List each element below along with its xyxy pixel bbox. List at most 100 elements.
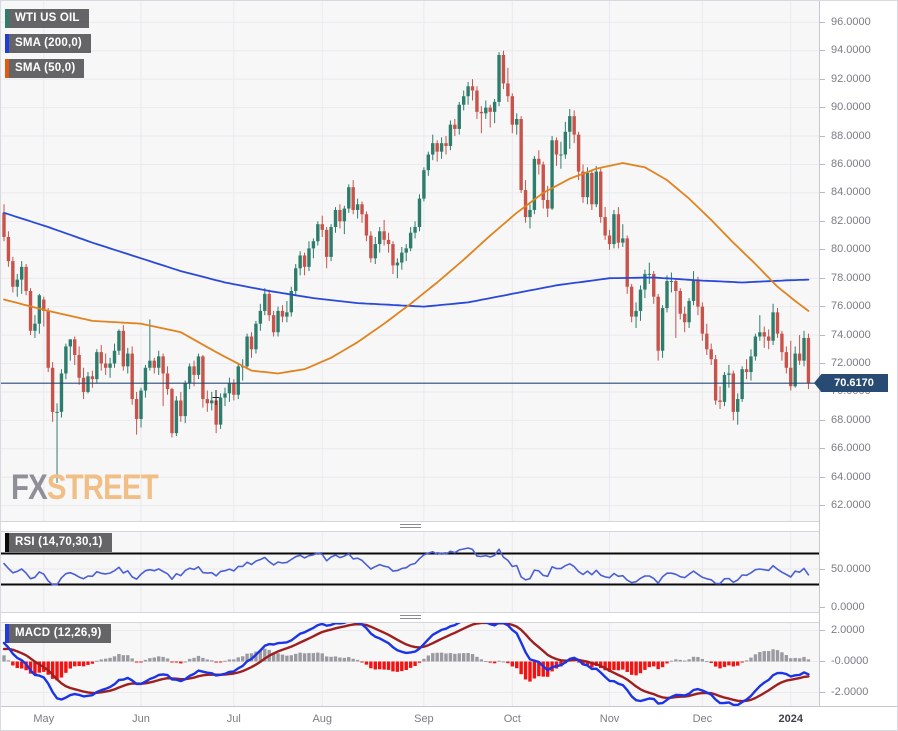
candle xyxy=(559,154,563,156)
candle xyxy=(515,118,519,125)
axis-tick-mark xyxy=(820,692,825,693)
macd-tick-label: -0.0000 xyxy=(831,655,869,667)
macd-histogram-bar xyxy=(143,659,148,662)
candle xyxy=(647,273,652,275)
grip-icon xyxy=(400,524,421,530)
candle xyxy=(232,383,236,395)
candle xyxy=(466,86,470,97)
legend-chip-symbol[interactable]: WTI US OIL xyxy=(5,9,89,28)
macd-histogram-bar xyxy=(722,661,727,667)
candle xyxy=(126,353,130,367)
candle xyxy=(81,377,86,392)
axis-tick-mark xyxy=(820,448,825,450)
symbol-color-swatch xyxy=(5,9,9,28)
candle xyxy=(563,131,568,155)
macd-histogram-bar xyxy=(497,660,501,662)
panel-resize-handle-1[interactable] xyxy=(1,521,897,532)
macd-histogram-bar xyxy=(537,661,541,677)
candle xyxy=(15,279,19,287)
axis-tick-mark xyxy=(820,135,825,137)
price-axis[interactable]: 96.0000 94.0000 92.0000 90.0000 88.0000 86.00… xyxy=(819,1,897,730)
candle xyxy=(523,190,528,218)
candle xyxy=(55,411,59,413)
candle xyxy=(148,360,152,368)
macd-histogram-bar xyxy=(108,657,112,662)
axis-tick-mark xyxy=(820,607,825,609)
macd-histogram-bar xyxy=(696,656,700,662)
candle xyxy=(448,124,453,146)
macd-histogram-bar xyxy=(218,661,223,663)
candle xyxy=(316,224,320,242)
axis-tick-mark xyxy=(820,306,825,308)
candle xyxy=(678,291,682,314)
macd-histogram-bar xyxy=(179,661,183,664)
macd-histogram-bar xyxy=(461,653,466,662)
candle xyxy=(484,107,488,114)
macd-histogram-bar xyxy=(731,661,735,667)
candle xyxy=(249,336,254,350)
candle xyxy=(400,252,404,263)
candle xyxy=(205,399,210,404)
candle xyxy=(201,356,205,400)
candle xyxy=(68,339,72,347)
main-chart-canvas[interactable] xyxy=(1,1,819,521)
candle xyxy=(77,354,81,378)
macd-histogram-bar xyxy=(324,656,329,662)
legend-chip-sma200[interactable]: SMA (200,0) xyxy=(5,34,91,53)
macd-histogram-bar xyxy=(806,659,811,662)
candle xyxy=(50,367,55,412)
candle xyxy=(267,293,271,316)
rsi-indicator-chip[interactable]: RSI (14,70,30,1) xyxy=(5,533,112,552)
candle xyxy=(550,140,554,209)
macd-histogram-bar xyxy=(453,653,457,662)
macd-histogram-bar xyxy=(590,661,594,668)
candle xyxy=(121,330,126,367)
macd-histogram-bar xyxy=(519,661,523,675)
macd-indicator-chip[interactable]: MACD (12,26,9) xyxy=(5,624,111,643)
candle xyxy=(108,363,112,368)
candle xyxy=(245,336,249,367)
candle xyxy=(112,350,117,364)
macd-histogram-bar xyxy=(740,661,744,663)
axis-tick-mark xyxy=(820,192,825,194)
price-tick-label: 72.0000 xyxy=(831,357,871,369)
watermark-street: STREET xyxy=(46,468,159,507)
candle xyxy=(669,281,674,283)
macd-histogram-bar xyxy=(444,653,448,662)
macd-histogram-bar xyxy=(510,661,514,667)
grip-icon xyxy=(400,615,421,621)
candle xyxy=(581,171,585,198)
macd-histogram-bar xyxy=(161,656,165,662)
candle xyxy=(705,333,709,350)
candle xyxy=(576,134,581,172)
candle xyxy=(46,310,50,368)
macd-histogram-bar xyxy=(117,653,121,662)
panel-resize-handle-2[interactable] xyxy=(1,612,897,623)
macd-histogram-bar xyxy=(95,660,99,662)
candle xyxy=(749,356,753,373)
macd-canvas[interactable] xyxy=(1,623,819,706)
legend-chip-sma50[interactable]: SMA (50,0) xyxy=(5,59,85,78)
macd-line xyxy=(2,623,810,706)
macd-histogram-bar xyxy=(258,650,263,662)
candle xyxy=(665,281,669,309)
macd-histogram-bar xyxy=(744,660,749,662)
macd-histogram-bar xyxy=(112,656,117,662)
macd-histogram-bar xyxy=(607,661,612,672)
price-tick-label: 82.0000 xyxy=(831,214,871,227)
macd-histogram-bar xyxy=(718,661,722,669)
time-axis[interactable]: May Jun Jul Aug Sep Oct Nov Dec 2024 xyxy=(1,706,897,730)
macd-histogram-bar xyxy=(210,660,214,662)
candle xyxy=(603,217,607,236)
axis-tick-mark xyxy=(820,476,825,478)
candle xyxy=(139,390,143,419)
price-tick-label: 90.0000 xyxy=(831,101,871,114)
axis-tick-mark xyxy=(820,568,825,570)
candle xyxy=(431,143,435,155)
macd-histogram-bar xyxy=(400,661,404,672)
candle xyxy=(439,143,444,152)
candle xyxy=(395,262,400,266)
candle xyxy=(528,209,532,218)
macd-histogram-bar xyxy=(625,661,629,672)
rsi-canvas[interactable] xyxy=(1,532,819,612)
